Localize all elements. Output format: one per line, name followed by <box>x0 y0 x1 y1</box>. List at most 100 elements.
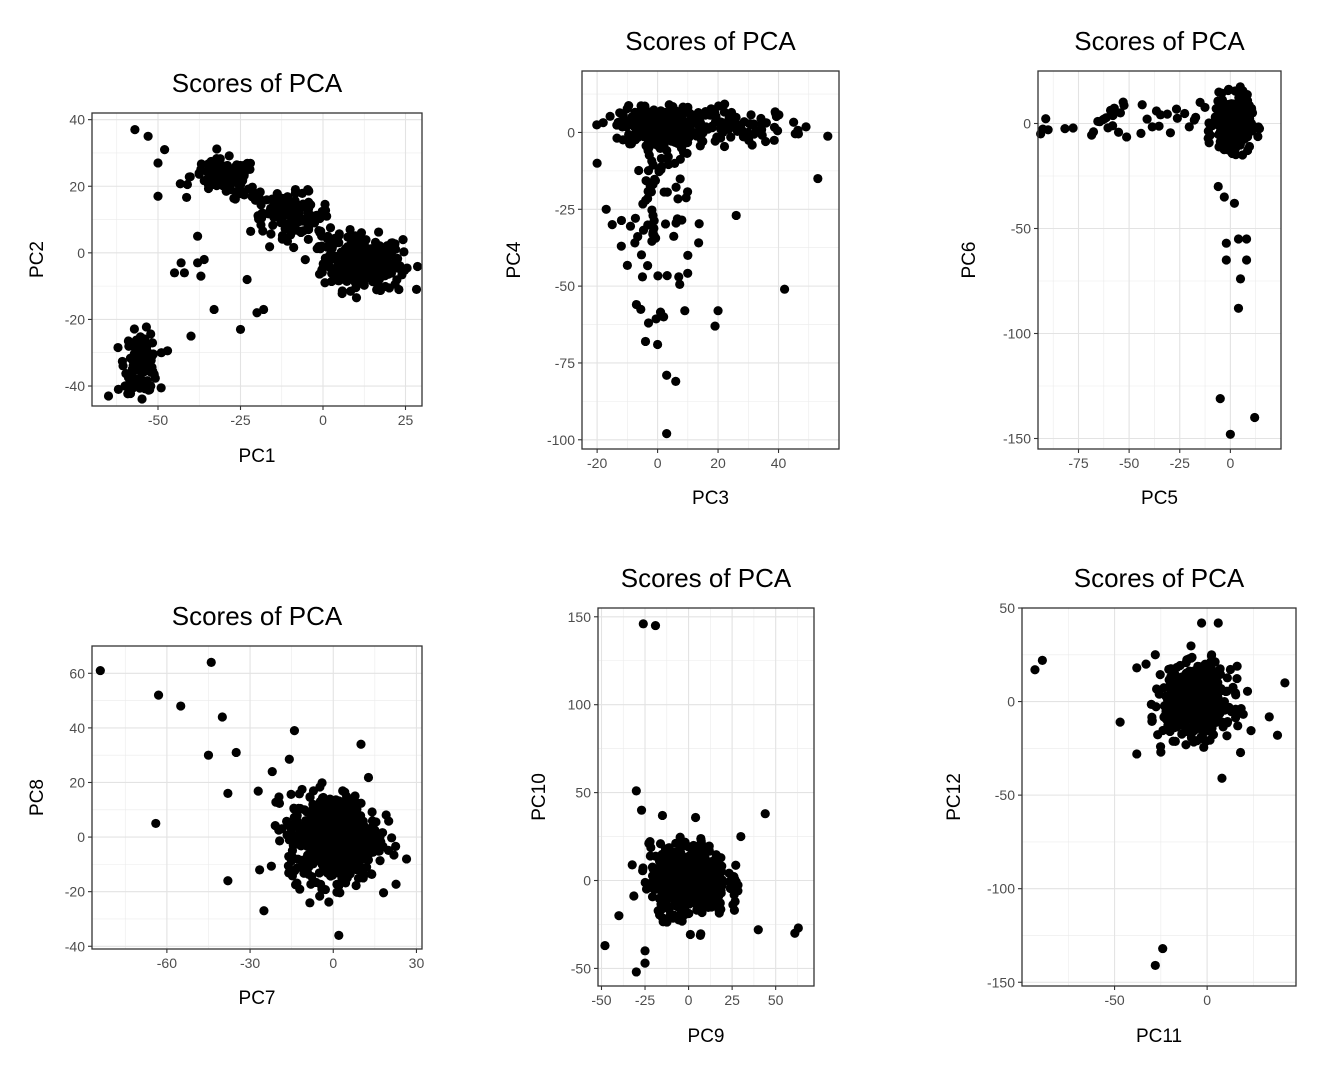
x-tick-label: -75 <box>1068 455 1088 471</box>
data-point <box>694 219 704 229</box>
data-point <box>394 284 404 295</box>
data-point <box>638 114 648 124</box>
data-point <box>315 782 325 792</box>
data-point <box>1172 113 1182 123</box>
data-point <box>1122 132 1132 142</box>
data-point <box>1240 119 1250 129</box>
data-point <box>317 884 327 894</box>
data-point <box>284 851 294 862</box>
y-tick-label: 40 <box>69 112 85 128</box>
data-point <box>295 803 305 814</box>
data-point <box>648 160 658 170</box>
data-point <box>282 816 292 826</box>
data-point <box>1233 234 1244 244</box>
data-point <box>823 131 833 141</box>
data-point <box>645 837 655 847</box>
data-point <box>1181 680 1192 690</box>
data-point <box>647 236 657 246</box>
data-point <box>667 870 677 880</box>
data-point <box>658 917 668 927</box>
data-point <box>390 254 401 264</box>
data-point <box>706 104 716 114</box>
y-axis-label: PC4 <box>504 241 525 278</box>
data-point <box>1132 663 1142 673</box>
data-point <box>345 224 355 235</box>
data-point <box>153 158 163 168</box>
data-point <box>1204 138 1214 148</box>
data-point <box>1200 659 1210 669</box>
data-point <box>712 132 722 142</box>
data-point <box>687 896 697 906</box>
data-point <box>1214 142 1224 152</box>
data-point <box>121 369 131 379</box>
data-point <box>117 356 127 367</box>
data-point <box>397 270 407 280</box>
data-point <box>712 900 722 910</box>
data-point <box>277 231 288 241</box>
data-point <box>655 839 666 849</box>
data-point <box>675 154 685 164</box>
data-point <box>242 274 252 285</box>
data-point <box>103 391 114 401</box>
data-point <box>1151 106 1162 116</box>
data-point <box>625 137 636 148</box>
data-point <box>592 120 602 130</box>
data-point <box>641 176 651 186</box>
data-point <box>321 830 331 840</box>
data-point <box>1243 145 1253 156</box>
data-point <box>688 874 698 884</box>
data-point <box>657 810 668 821</box>
y-tick-label: -20 <box>65 884 85 900</box>
data-point <box>356 739 366 749</box>
data-point <box>753 925 763 935</box>
data-point <box>95 665 105 676</box>
data-point <box>379 244 389 254</box>
x-tick-label: -25 <box>635 992 655 1008</box>
data-point <box>295 884 305 894</box>
data-point <box>384 283 394 293</box>
data-point <box>694 900 705 910</box>
data-point <box>398 235 408 245</box>
data-point <box>1150 960 1160 971</box>
data-point <box>663 159 674 170</box>
data-point <box>672 895 682 905</box>
data-point <box>689 118 699 128</box>
data-point <box>638 225 649 235</box>
chart-title: Scores of PCA <box>1074 563 1245 593</box>
x-tick-label: -20 <box>587 455 607 471</box>
data-point <box>290 188 300 198</box>
data-point <box>793 125 803 135</box>
data-point <box>1182 695 1192 705</box>
data-point <box>284 830 294 840</box>
data-point <box>672 876 682 887</box>
data-point <box>141 322 151 332</box>
data-point <box>1211 119 1221 129</box>
data-point <box>638 619 648 629</box>
data-point <box>146 329 156 339</box>
data-point <box>631 786 641 796</box>
data-point <box>1225 664 1236 675</box>
y-tick-label: -25 <box>555 201 575 217</box>
data-point <box>305 848 315 859</box>
y-tick-label: 0 <box>77 829 85 845</box>
y-axis-label: PC12 <box>944 773 965 821</box>
data-point <box>143 131 153 141</box>
chart-title: Scores of PCA <box>172 68 343 98</box>
scatter-points <box>600 619 803 977</box>
data-point <box>1217 773 1227 783</box>
y-tick-label: -100 <box>547 432 575 448</box>
data-point <box>300 255 310 265</box>
data-point <box>1184 666 1194 676</box>
y-tick-label: -50 <box>995 787 1015 803</box>
data-point <box>411 284 422 294</box>
data-point <box>1264 712 1274 722</box>
data-point <box>769 122 780 132</box>
plot-border <box>91 645 423 950</box>
y-axis-label: PC2 <box>27 241 48 278</box>
data-point <box>335 861 345 872</box>
data-point <box>314 225 324 236</box>
data-point <box>160 145 170 155</box>
data-point <box>683 268 693 278</box>
data-point <box>648 113 658 123</box>
data-point <box>288 215 298 225</box>
